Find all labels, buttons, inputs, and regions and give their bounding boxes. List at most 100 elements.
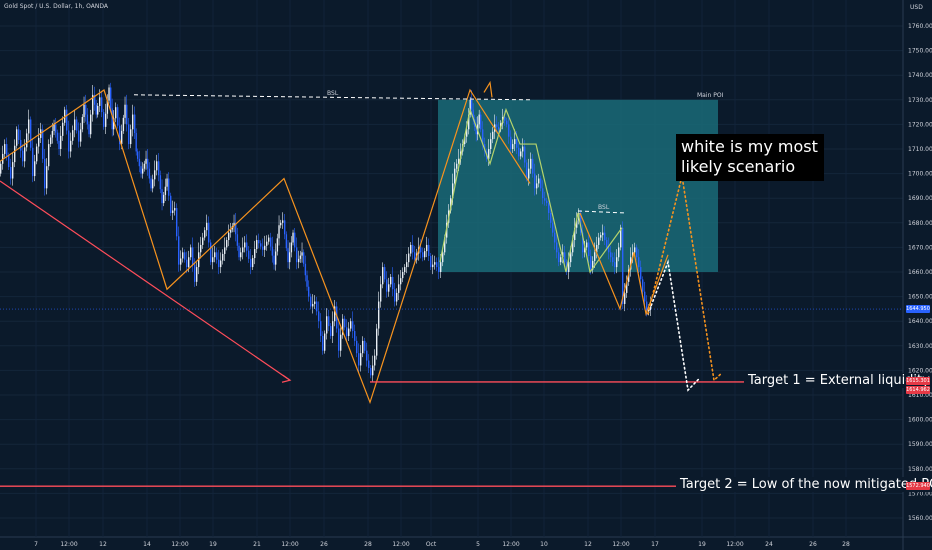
candle-body [260,243,262,247]
candle-body [235,222,237,235]
candle-body [182,252,184,259]
candle-body [620,227,622,248]
candle-body [121,130,123,145]
x-tick-label: Oct [426,541,437,548]
candle-body [366,350,368,361]
candle-body [135,133,137,152]
candle-body [28,119,30,134]
candle-body [117,107,119,126]
candle-body [356,340,358,354]
candle-body [92,94,94,115]
x-tick-label: 10 [540,541,548,548]
y-tick-label: 1640.000 [908,318,932,325]
candle-body [556,242,558,253]
x-tick-label: 26 [809,541,817,548]
annotation-line-1: white is my most [681,137,818,156]
candle-body [58,140,60,149]
candle-body [454,168,456,184]
candle-body [598,237,600,245]
bsl-high-line [133,94,531,101]
candle-body [384,267,386,280]
candle-body [450,198,452,211]
y-tick-label: 1670.000 [908,244,932,251]
candle-body [614,262,616,268]
time-axis[interactable]: 7 12:00 12 14 12:00 19 21 12:00 26 28 12:00 Oct 5 12:… [34,541,850,548]
candle-body [424,251,426,258]
candle-body [264,245,266,250]
bsl-label-high: BSL [327,90,339,97]
candle-body [458,158,460,164]
candle-body [622,227,624,304]
candle-body [266,241,268,246]
candle-body [168,178,170,196]
candle-body [128,124,130,145]
candle-body [70,140,72,152]
candle-body [147,158,149,169]
candle-body [51,130,54,138]
candle-body [62,122,64,136]
candle-body [222,253,224,261]
candle-body [85,104,87,115]
candle-body [552,222,554,233]
currency-label: USD [910,4,923,11]
candle-body [60,135,62,149]
candle-body [540,178,542,189]
y-tick-label: 1610.000 [908,392,932,399]
x-tick-label: 12:00 [171,541,188,548]
candle-body [482,129,484,145]
candle-body [80,129,82,142]
candle-body [346,327,348,336]
candle-body [394,289,396,302]
candle-body [254,249,256,259]
bsl-label-mid: BSL [598,204,610,211]
candle-body [56,132,59,141]
candle-body [242,247,244,253]
candle-body [606,240,608,248]
candle-body [224,247,226,254]
y-tick-label: 1710.000 [908,146,932,153]
candle-body [14,145,16,163]
candle-body [90,114,92,135]
x-tick-label: 26 [320,541,328,548]
candle-body [108,87,110,101]
candle-body [145,158,147,164]
candle-body [46,166,48,189]
candle-body [142,168,144,174]
candle-body [236,234,239,246]
candle-body [132,114,134,130]
candle-body [299,255,302,259]
candle-body [496,124,498,127]
candle-body [66,109,68,131]
y-tick-label: 1690.000 [908,195,932,202]
candle-body [584,247,586,253]
price-axis[interactable]: 1760.000 1750.000 1740.000 1730.000 1720.000… [902,0,932,550]
candle-body [48,144,50,167]
candle-body [320,321,322,336]
x-tick-label: 12 [99,541,107,548]
candle-body [506,120,508,125]
y-tick-label: 1680.000 [908,220,932,227]
candle-body [538,178,540,184]
candle-body [137,151,139,159]
candle-body [214,252,216,258]
candle-body [240,252,242,258]
candle-body [202,237,204,245]
candle-body [78,130,80,142]
main-poi-zone [438,99,718,272]
candle-body [154,170,156,180]
x-tick-label: 28 [842,541,850,548]
candle-body [74,119,76,131]
candle-body [138,158,141,167]
candle-body [88,124,90,135]
candle-body [562,252,564,258]
candle-body [508,124,510,137]
y-tick-label: 1570.000 [908,490,932,497]
candle-body [143,163,146,169]
candle-body [208,222,210,243]
candle-body [226,240,228,248]
candle-body [588,242,590,257]
candle-body [72,130,74,141]
candle-body [53,124,55,131]
y-tick-label: 1660.000 [908,269,932,276]
